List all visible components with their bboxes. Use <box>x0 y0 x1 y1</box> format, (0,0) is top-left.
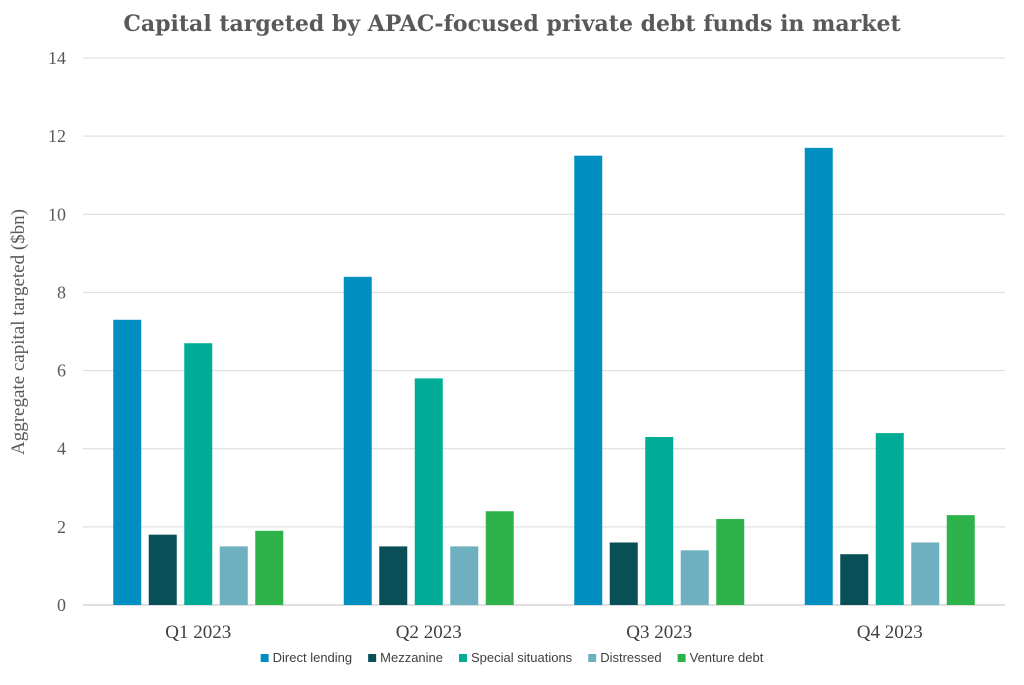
bar-special-situations <box>414 378 443 605</box>
legend-swatch <box>588 654 597 662</box>
legend-swatch <box>677 654 686 662</box>
bar-special-situations <box>645 436 674 605</box>
legend-label: Distressed <box>600 650 661 665</box>
x-tick-label: Q4 2023 <box>857 622 923 643</box>
bar-special-situations <box>875 433 904 605</box>
bars <box>113 147 975 605</box>
y-tick-label: 2 <box>57 517 66 537</box>
bar-mezzanine <box>609 542 638 605</box>
chart-title: Capital targeted by APAC-focused private… <box>123 11 901 37</box>
legend: Direct lending Mezzanine Special situation… <box>260 650 764 665</box>
bar-mezzanine <box>148 534 177 605</box>
legend-swatch <box>368 654 377 662</box>
bar-venture-debt <box>716 519 745 605</box>
legend-swatch <box>260 654 269 662</box>
y-tick-label: 0 <box>57 595 66 615</box>
bar-venture-debt <box>485 511 514 605</box>
legend-label: Direct lending <box>273 650 353 665</box>
bar-mezzanine <box>379 546 408 605</box>
bar-distressed <box>911 542 940 605</box>
bar-venture-debt <box>255 530 284 605</box>
bar-special-situations <box>184 343 213 605</box>
bar-direct-lending <box>343 276 372 605</box>
bar-distressed <box>219 546 248 605</box>
bar-venture-debt <box>946 515 975 605</box>
y-tick-label: 6 <box>57 361 66 381</box>
legend-label: Mezzanine <box>380 650 443 665</box>
bar-distressed <box>680 550 709 605</box>
y-tick-label: 4 <box>57 439 66 459</box>
bar-direct-lending <box>574 155 603 605</box>
y-tick-label: 14 <box>48 48 66 68</box>
y-tick-label: 12 <box>48 126 66 146</box>
y-axis-label: Aggregate capital targeted ($bn) <box>8 209 29 455</box>
x-axis-ticks: Q1 2023 Q2 2023 Q3 2023 Q4 2023 <box>165 622 922 643</box>
y-tick-label: 8 <box>57 282 66 302</box>
bar-direct-lending <box>113 319 142 605</box>
bar-distressed <box>450 546 479 605</box>
x-tick-label: Q2 2023 <box>396 622 462 643</box>
gridlines <box>83 57 1005 606</box>
legend-label: Special situations <box>471 650 573 665</box>
x-tick-label: Q3 2023 <box>626 622 692 643</box>
legend-label: Venture debt <box>690 650 764 665</box>
y-tick-label: 10 <box>48 204 66 224</box>
y-axis-ticks: 0 2 4 6 8 10 12 14 <box>48 48 66 615</box>
x-tick-label: Q1 2023 <box>165 622 231 643</box>
bar-direct-lending <box>804 147 833 605</box>
legend-swatch <box>459 654 468 662</box>
bar-mezzanine <box>840 554 869 605</box>
